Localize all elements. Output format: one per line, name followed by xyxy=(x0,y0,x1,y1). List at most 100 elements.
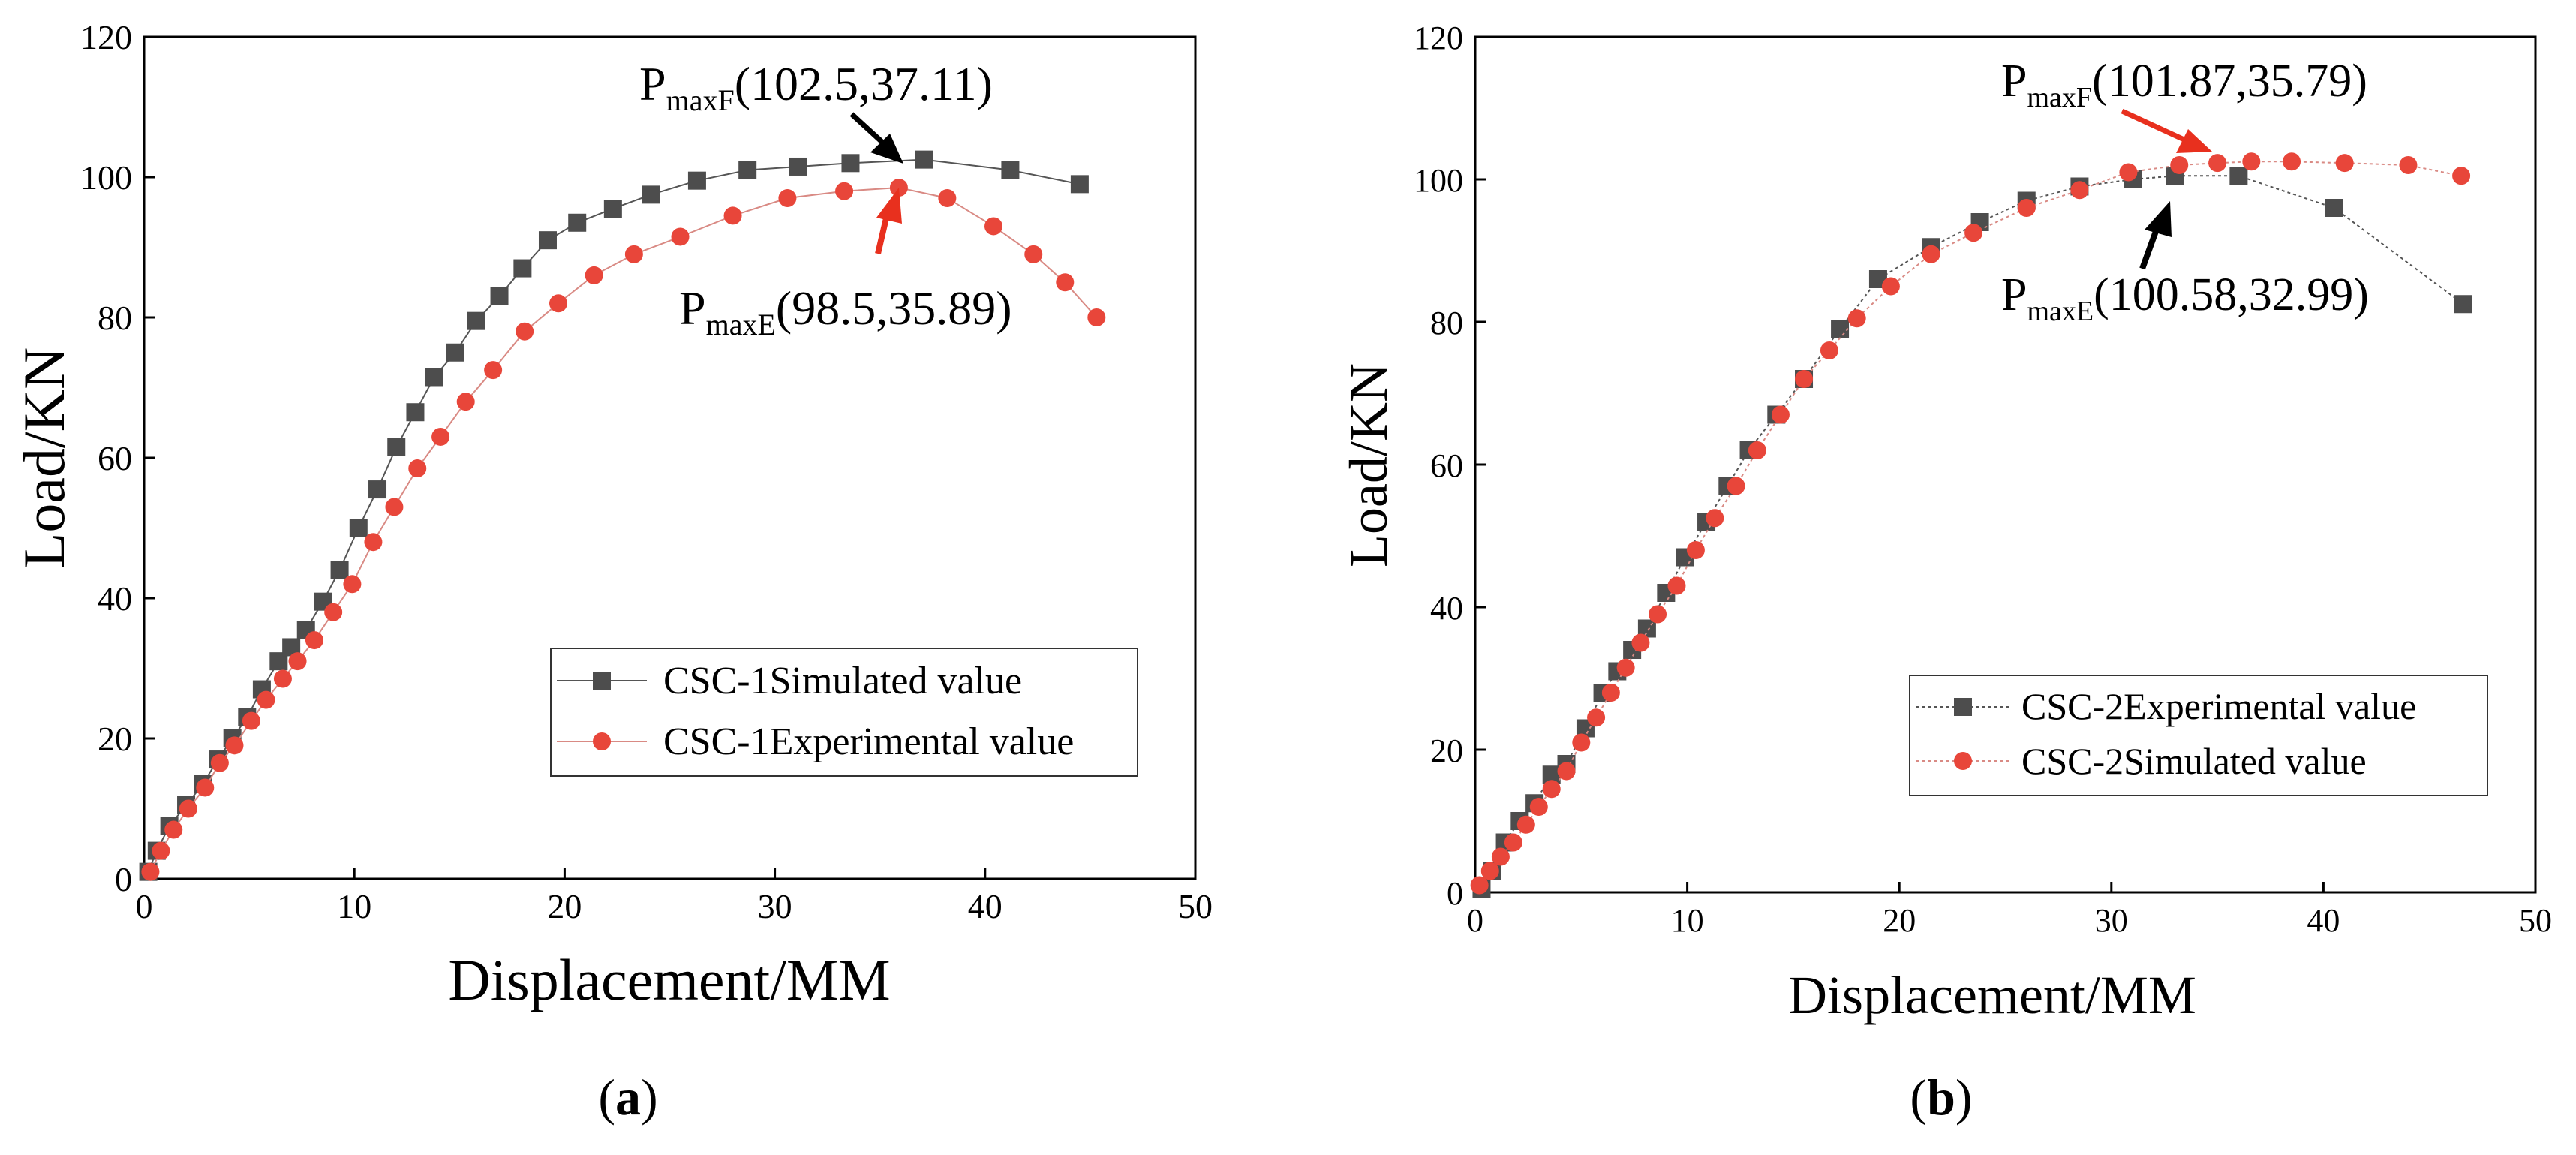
panel-label-b: (b) xyxy=(1910,1069,1972,1126)
x-tick-label-b-0: 0 xyxy=(1467,902,1483,939)
series-line-a-1 xyxy=(149,186,1098,873)
data-point-a-1-16 xyxy=(408,459,427,478)
annotation-pmaxe-a: PmaxE(98.5,35.89) xyxy=(679,188,1012,341)
data-point-a-1-33 xyxy=(1087,308,1106,326)
x-tick-label-b-2: 20 xyxy=(1883,902,1916,939)
data-point-a-1-22 xyxy=(585,266,603,284)
x-tick-label-a-1: 10 xyxy=(337,887,371,925)
data-point-a-0-23 xyxy=(538,231,557,250)
legend-label-a-1: CSC-1Experimental value xyxy=(663,720,1074,763)
data-point-a-0-29 xyxy=(789,157,807,176)
annotation-text-pmaxf-b: PmaxF(101.87,35.79) xyxy=(2001,56,2367,113)
data-point-a-1-25 xyxy=(723,206,742,225)
data-point-a-1-12 xyxy=(324,603,343,621)
x-tick-label-a-5: 50 xyxy=(1178,887,1213,925)
data-point-b-1-3 xyxy=(1504,833,1522,852)
data-point-b-1-28 xyxy=(2119,163,2138,182)
panel-label-a: (a) xyxy=(598,1069,657,1126)
annotation-arrowhead-pmaxf-a xyxy=(870,134,903,164)
data-point-a-0-24 xyxy=(568,213,587,232)
legend-label-a-0: CSC-1Simulated value xyxy=(663,660,1022,702)
data-point-a-0-30 xyxy=(841,154,860,173)
data-point-b-1-18 xyxy=(1748,441,1766,459)
data-point-a-0-15 xyxy=(368,480,387,499)
y-axis-label-a: Load/KN xyxy=(11,347,77,569)
data-point-b-0-19 xyxy=(1831,320,1850,338)
data-point-a-1-11 xyxy=(305,631,323,650)
chart-panel-b: 0 10 20 30 40 50 0 20 40 60 80 100 120 Displacement/… xyxy=(1339,20,2552,1126)
data-point-b-1-34 xyxy=(2399,156,2418,174)
data-point-a-0-27 xyxy=(687,171,706,190)
x-tick-label-b-3: 30 xyxy=(2095,902,2128,939)
legend-marker-b-1 xyxy=(1954,752,1972,770)
legend-marker-a-0 xyxy=(593,672,611,690)
data-point-a-1-0 xyxy=(141,862,160,881)
y-tick-label-b-6: 120 xyxy=(1414,20,1463,56)
x-tick-label-b-5: 50 xyxy=(2519,902,2552,939)
data-point-a-0-13 xyxy=(330,561,349,579)
data-point-a-1-7 xyxy=(242,711,260,730)
annotation-text-pmaxe-b: PmaxE(100.58,32.99) xyxy=(2001,269,2369,327)
data-point-b-1-7 xyxy=(1557,762,1576,781)
data-point-a-0-26 xyxy=(642,185,660,204)
data-point-b-1-15 xyxy=(1686,541,1705,559)
legend-label-b-0: CSC-2Experimental value xyxy=(2021,685,2416,727)
data-point-b-1-21 xyxy=(1820,341,1838,359)
data-point-a-1-1 xyxy=(152,841,170,860)
data-point-b-1-14 xyxy=(1667,576,1686,595)
series-line-a-0 xyxy=(147,158,1081,873)
data-point-b-1-26 xyxy=(2017,199,2036,217)
data-point-b-1-33 xyxy=(2335,154,2354,173)
annotation-pmaxf-b: PmaxF(101.87,35.79) xyxy=(2001,56,2367,153)
data-point-b-1-29 xyxy=(2170,156,2189,174)
axis-ticks-b: 0 10 20 30 40 50 0 20 40 60 80 100 120 xyxy=(1414,20,2552,939)
x-tick-label-a-4: 40 xyxy=(968,887,1002,925)
y-tick-label-b-4: 80 xyxy=(1430,305,1463,341)
data-point-a-1-10 xyxy=(288,652,307,671)
legend-box-b xyxy=(1909,675,2488,796)
data-point-a-1-4 xyxy=(196,778,215,797)
y-tick-label-b-1: 20 xyxy=(1430,732,1463,769)
data-point-a-0-22 xyxy=(513,259,532,278)
annotation-arrowhead-pmaxe-a xyxy=(876,188,902,224)
data-point-a-0-28 xyxy=(738,161,757,179)
data-point-a-1-8 xyxy=(257,690,275,709)
data-point-a-1-14 xyxy=(364,533,383,552)
y-tick-label-b-0: 0 xyxy=(1447,875,1463,912)
legend-marker-b-0 xyxy=(1954,698,1972,716)
data-point-b-0-29 xyxy=(2454,295,2472,314)
data-point-a-1-17 xyxy=(431,427,450,446)
data-point-a-0-20 xyxy=(467,311,485,330)
data-point-a-0-17 xyxy=(406,403,425,422)
annotation-arrowhead-pmaxe-b xyxy=(2145,201,2172,237)
annotation-arrow-shaft-pmaxf-a xyxy=(849,112,889,149)
data-point-a-1-28 xyxy=(889,179,908,197)
data-point-a-1-21 xyxy=(549,294,567,313)
data-point-a-0-31 xyxy=(915,150,933,169)
data-point-a-0-19 xyxy=(446,343,464,362)
data-point-b-1-35 xyxy=(2452,167,2471,185)
y-tick-label-a-1: 20 xyxy=(98,720,132,758)
series-group-b xyxy=(1470,152,2472,898)
x-tick-label-a-3: 30 xyxy=(758,887,792,925)
data-point-b-1-13 xyxy=(1649,605,1667,624)
annotation-text-pmaxf-a: PmaxF(102.5,37.11) xyxy=(639,57,993,117)
data-point-a-1-19 xyxy=(484,361,503,380)
data-point-a-1-9 xyxy=(273,669,292,688)
data-point-a-1-18 xyxy=(456,393,475,411)
annotation-arrowhead-pmaxf-b xyxy=(2176,129,2212,153)
data-point-a-1-2 xyxy=(164,820,183,839)
data-point-a-1-31 xyxy=(1024,245,1043,263)
annotation-arrow-shaft-pmaxf-b xyxy=(2121,108,2189,144)
data-point-b-1-8 xyxy=(1572,733,1591,752)
data-point-b-1-22 xyxy=(1847,309,1866,328)
legend-b: CSC-2Experimental value CSC-2Simulated v… xyxy=(1909,675,2488,796)
data-point-a-1-5 xyxy=(210,753,229,772)
y-tick-label-a-4: 80 xyxy=(98,299,132,337)
data-point-a-1-26 xyxy=(778,189,797,208)
y-tick-label-a-2: 40 xyxy=(98,579,132,618)
y-tick-label-a-3: 60 xyxy=(98,439,132,477)
legend-a: CSC-1Simulated value CSC-1Experimental v… xyxy=(550,648,1138,777)
data-point-b-1-11 xyxy=(1616,658,1635,677)
series-group-a xyxy=(139,150,1106,881)
